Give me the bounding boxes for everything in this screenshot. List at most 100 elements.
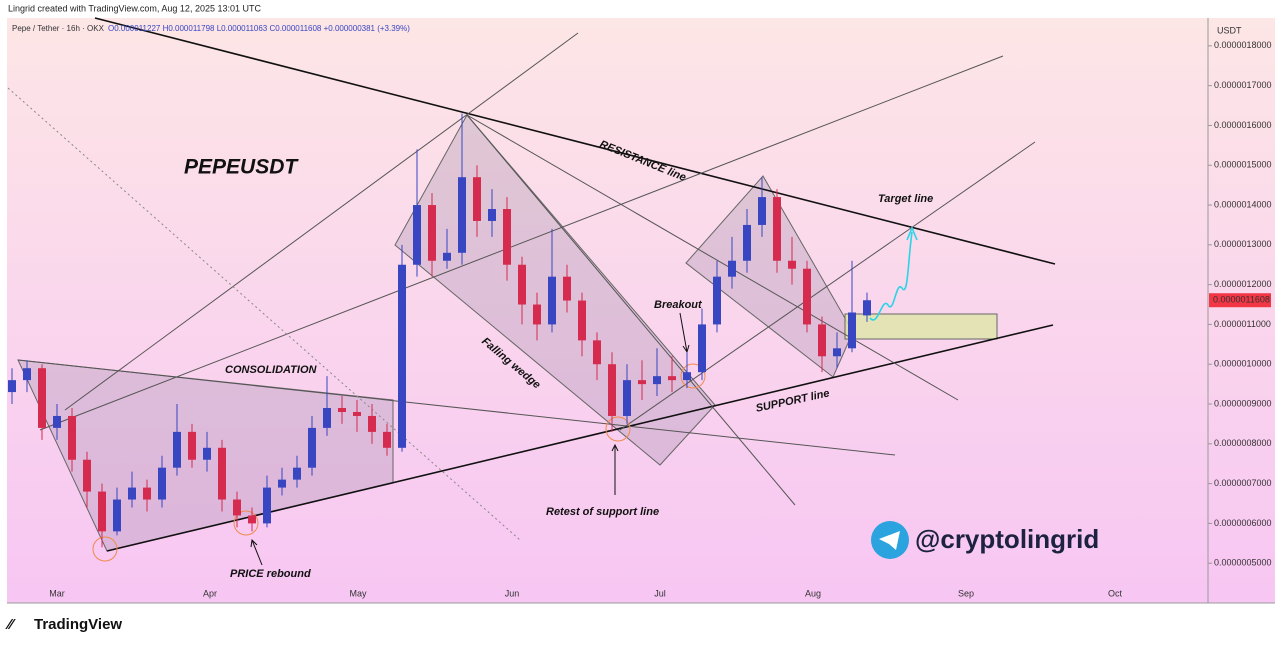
candle-body [548, 276, 556, 325]
x-tick-label: Jun [505, 588, 520, 598]
footer-brand: TradingView [34, 616, 122, 633]
y-tick-label: 0.0000018000 [1214, 40, 1272, 50]
candle-body [563, 276, 571, 301]
y-tick-label: 0.0000008000 [1214, 438, 1272, 448]
candle-body [233, 499, 241, 516]
candle-body [623, 380, 631, 416]
x-tick-label: Jul [654, 588, 666, 598]
marker-circle [92, 536, 118, 562]
chart-background [7, 18, 1275, 603]
x-tick-label: May [349, 588, 367, 598]
candle-body [158, 467, 166, 500]
annotation: Breakout [654, 299, 703, 311]
credit: Lingrid created with TradingView.com, Au… [8, 3, 261, 13]
trend-line [64, 32, 579, 411]
candle-body [263, 487, 271, 524]
candle-body [98, 491, 106, 532]
last-price-label: 0.0000011608 [1213, 295, 1270, 305]
candle-body [203, 447, 211, 460]
candle-body [23, 368, 31, 381]
annotation: Target line [878, 193, 933, 205]
candle-body [473, 177, 481, 221]
candle-body [578, 300, 586, 341]
candle-body [338, 408, 346, 412]
candle-body [383, 431, 391, 448]
y-tick-label: 0.0000011000 [1214, 319, 1271, 329]
candle-body [803, 268, 811, 325]
candle-body [758, 197, 766, 225]
ohlc: O0.000011227 H0.000011798 L0.000011063 C… [108, 24, 410, 33]
candle-body [428, 205, 436, 261]
symbol: Pepe / Tether · 16h · OKX [12, 24, 105, 33]
candle-body [128, 487, 136, 500]
y-tick-label: 0.0000007000 [1214, 478, 1272, 488]
projection-path [869, 225, 918, 321]
candle-body [218, 447, 226, 500]
candle-body [113, 499, 121, 532]
handle: @cryptolingrid [915, 524, 1099, 554]
candle-body [728, 260, 736, 277]
x-tick-label: Sep [958, 588, 974, 598]
trend-line [466, 114, 959, 401]
marker-circle [233, 510, 259, 536]
y-tick-label: 0.0000015000 [1214, 160, 1272, 170]
candle-body [503, 209, 511, 265]
x-tick-label: Aug [805, 588, 821, 598]
candle-body [68, 415, 76, 460]
candle-body [653, 376, 661, 385]
y-tick-label: 0.0000017000 [1214, 80, 1272, 90]
candle-body [188, 431, 196, 460]
annotation: CONSOLIDATION [225, 364, 318, 376]
candle-body [83, 459, 91, 492]
dotted-line [7, 87, 521, 541]
y-tick-label: 0.0000010000 [1214, 359, 1272, 369]
x-tick-label: Oct [1108, 588, 1123, 598]
telegram-plane [879, 531, 900, 550]
arrow [250, 538, 263, 566]
resistance-line [94, 17, 1056, 265]
candle-body [308, 427, 316, 468]
annotation: PRICE rebound [230, 568, 311, 580]
candle-body [353, 411, 361, 416]
trend-line [619, 141, 1036, 431]
y-tick-label: 0.0000014000 [1214, 199, 1272, 209]
candle-body [413, 205, 421, 265]
candle-body [368, 415, 376, 432]
y-tick-label: 0.0000013000 [1214, 239, 1272, 249]
y-tick-label: 0.0000012000 [1214, 279, 1272, 289]
trend-line [39, 55, 1004, 431]
candle-body [8, 380, 16, 393]
target-zone [844, 313, 998, 340]
candle-body [713, 276, 721, 325]
candle-body [143, 487, 151, 500]
candle-body [593, 340, 601, 365]
candle-body [38, 368, 46, 428]
marker-circle [680, 363, 706, 389]
candle-body [833, 348, 841, 357]
y-tick-label: 0.0000016000 [1214, 120, 1272, 130]
candle-body [53, 415, 61, 428]
y-tick-label: 0.0000009000 [1214, 398, 1272, 408]
footer-logo: ⁄⁄ [5, 616, 17, 633]
candle-body [173, 431, 181, 468]
y-tick-label: 0.0000006000 [1214, 518, 1272, 528]
candle-body [533, 304, 541, 325]
candle-body [518, 264, 526, 305]
y-axis-label: USDT [1217, 25, 1242, 35]
candle-body [608, 364, 616, 416]
candle-body [863, 300, 871, 316]
candle-body [458, 177, 466, 253]
candle-body [248, 515, 256, 524]
trend-line [466, 114, 796, 506]
candle-body [278, 479, 286, 488]
x-tick-label: Mar [49, 588, 65, 598]
candle-body [818, 324, 826, 357]
annotation: Retest of support line [546, 506, 659, 518]
candle-body [788, 260, 796, 269]
candle-body [698, 324, 706, 373]
trend-line [17, 359, 896, 456]
candle-body [848, 312, 856, 349]
candle-body [668, 376, 676, 381]
candle-body [323, 408, 331, 428]
